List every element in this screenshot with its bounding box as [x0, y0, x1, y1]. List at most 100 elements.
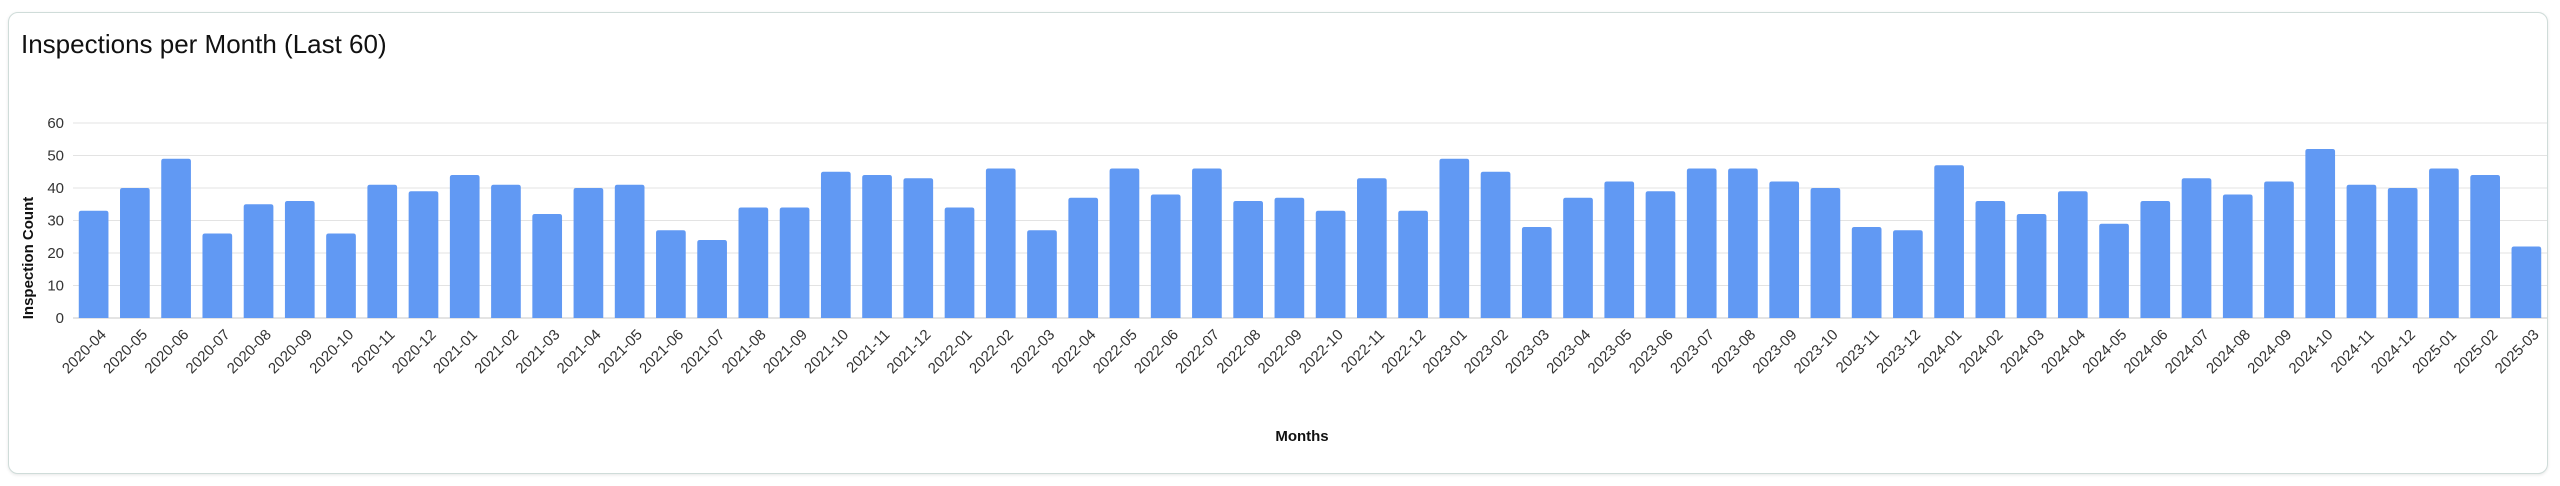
- x-tick-label: 2022-03: [1007, 326, 1058, 377]
- bar-2021-10[interactable]: [820, 171, 851, 318]
- bar-2024-11[interactable]: [2346, 184, 2377, 318]
- bar-2021-11[interactable]: [862, 175, 892, 318]
- bar-2022-07[interactable]: [1192, 168, 1222, 319]
- x-tick-label: 2024-05: [2079, 326, 2130, 377]
- bar-2024-01[interactable]: [1934, 165, 1964, 318]
- bar-2023-08[interactable]: [1728, 168, 1758, 319]
- x-tick-label: 2021-03: [512, 326, 563, 377]
- x-tick-label: 2025-02: [2450, 326, 2501, 377]
- bar-2022-02[interactable]: [985, 168, 1016, 319]
- y-tick-label: 0: [56, 310, 64, 327]
- bar-2025-03[interactable]: [2511, 246, 2542, 319]
- x-tick-label: 2020-07: [183, 326, 234, 377]
- bar-2024-04[interactable]: [2057, 191, 2088, 318]
- x-tick-label: 2020-05: [100, 326, 151, 377]
- bar-2021-08[interactable]: [738, 207, 769, 319]
- x-tick-label: 2021-07: [677, 326, 728, 377]
- x-tick-label: 2021-12: [884, 326, 935, 377]
- bar-2025-01[interactable]: [2429, 168, 2459, 319]
- x-tick-label: 2021-02: [471, 326, 522, 377]
- bar-2021-06[interactable]: [656, 230, 686, 318]
- y-axis-label: Inspection Count: [20, 197, 37, 320]
- bar-2024-10[interactable]: [2305, 149, 2336, 318]
- bar-2023-07[interactable]: [1686, 168, 1717, 319]
- x-tick-label: 2023-08: [1708, 326, 1759, 377]
- bar-2022-10[interactable]: [1315, 210, 1346, 318]
- x-tick-label: 2023-09: [1749, 326, 1800, 377]
- x-tick-label: 2024-11: [2328, 326, 2378, 376]
- bar-2022-06[interactable]: [1150, 194, 1181, 319]
- bar-2024-12[interactable]: [2387, 188, 2418, 318]
- bar-2022-03[interactable]: [1027, 230, 1057, 318]
- bar-2023-01[interactable]: [1439, 158, 1470, 318]
- bar-2021-02[interactable]: [491, 184, 521, 318]
- y-tick-label: 40: [47, 180, 64, 197]
- bar-2021-04[interactable]: [573, 188, 604, 318]
- bar-2020-05[interactable]: [120, 188, 150, 318]
- x-tick-label: 2024-03: [1997, 326, 2048, 377]
- bar-2022-04[interactable]: [1068, 197, 1099, 318]
- bar-2023-06[interactable]: [1645, 191, 1676, 318]
- x-tick-label: 2023-02: [1461, 326, 1512, 377]
- bar-2021-09[interactable]: [779, 207, 810, 319]
- bar-2022-11[interactable]: [1357, 178, 1387, 318]
- bar-2021-07[interactable]: [697, 240, 727, 318]
- bar-2024-02[interactable]: [1975, 201, 2006, 318]
- x-tick-label: 2021-01: [430, 326, 481, 377]
- bar-2021-03[interactable]: [532, 214, 563, 318]
- bar-2022-05[interactable]: [1109, 168, 1140, 319]
- bar-2023-09[interactable]: [1769, 181, 1800, 319]
- y-tick-label: 60: [47, 115, 64, 132]
- bar-2021-01[interactable]: [449, 175, 480, 318]
- x-tick-label: 2023-01: [1420, 326, 1471, 377]
- x-tick-label: 2022-01: [925, 326, 976, 377]
- bar-2022-01[interactable]: [944, 207, 975, 319]
- x-tick-label: 2025-03: [2492, 326, 2543, 377]
- bar-2024-09[interactable]: [2264, 181, 2294, 319]
- bar-2024-07[interactable]: [2181, 178, 2212, 318]
- bar-2023-03[interactable]: [1521, 227, 1552, 318]
- x-tick-label: 2020-12: [389, 326, 440, 377]
- bar-2024-03[interactable]: [2016, 214, 2047, 318]
- x-tick-label: 2024-06: [2121, 326, 2172, 377]
- x-tick-label: 2024-01: [1914, 326, 1965, 377]
- x-tick-label: 2022-07: [1172, 326, 1223, 377]
- bar-2022-12[interactable]: [1398, 210, 1428, 318]
- bar-2023-02[interactable]: [1480, 171, 1511, 318]
- bar-2020-07[interactable]: [202, 233, 233, 319]
- bar-2023-12[interactable]: [1893, 230, 1923, 318]
- bar-2024-06[interactable]: [2140, 201, 2171, 318]
- x-tick-label: 2022-04: [1049, 326, 1100, 377]
- x-tick-label: 2021-04: [554, 326, 605, 377]
- x-tick-label: 2024-07: [2162, 326, 2213, 377]
- bar-2020-04[interactable]: [78, 210, 109, 318]
- x-axis-ticks: 2020-042020-052020-062020-072020-082020-…: [59, 326, 2543, 377]
- x-tick-label: 2020-09: [265, 326, 316, 377]
- bar-2020-09[interactable]: [284, 201, 315, 318]
- bar-2021-05[interactable]: [614, 184, 645, 318]
- bar-2022-09[interactable]: [1274, 197, 1305, 318]
- bar-2020-12[interactable]: [408, 191, 439, 318]
- bar-2022-08[interactable]: [1233, 201, 1263, 318]
- bar-2020-11[interactable]: [367, 184, 398, 318]
- y-axis-ticks: 0 10 20 30 40 50 60: [47, 115, 64, 327]
- bar-2023-05[interactable]: [1604, 181, 1635, 319]
- x-tick-label: 2023-06: [1626, 326, 1677, 377]
- bar-2023-10[interactable]: [1810, 188, 1841, 318]
- bar-2023-11[interactable]: [1851, 227, 1882, 318]
- x-tick-label: 2021-09: [760, 326, 811, 377]
- bar-2025-02[interactable]: [2470, 175, 2500, 318]
- bar-2020-10[interactable]: [326, 233, 356, 319]
- x-tick-label: 2021-05: [595, 326, 646, 377]
- y-tick-label: 50: [47, 148, 64, 165]
- bar-2024-08[interactable]: [2222, 194, 2253, 319]
- x-tick-label: 2020-04: [59, 326, 110, 377]
- x-axis-label: Months: [1275, 428, 1328, 445]
- x-tick-label: 2023-07: [1667, 326, 1718, 377]
- bar-2021-12[interactable]: [903, 178, 934, 318]
- bar-2023-04[interactable]: [1563, 197, 1593, 318]
- bar-2024-05[interactable]: [2099, 223, 2129, 318]
- bar-2020-08[interactable]: [243, 204, 274, 318]
- bar-2020-06[interactable]: [161, 158, 191, 318]
